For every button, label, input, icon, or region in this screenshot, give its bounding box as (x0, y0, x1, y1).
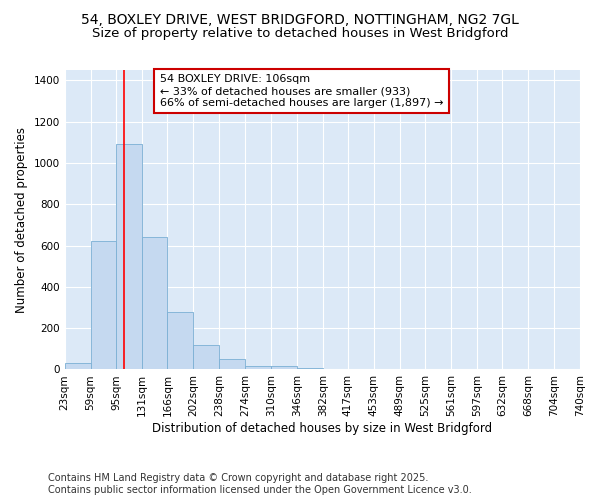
Bar (245, 366, 271, 370)
Bar (142, 238, 167, 370)
Text: 54 BOXLEY DRIVE: 106sqm
← 33% of detached houses are smaller (933)
66% of semi-d: 54 BOXLEY DRIVE: 106sqm ← 33% of detache… (160, 74, 443, 108)
Bar (219, 359, 245, 370)
X-axis label: Distribution of detached houses by size in West Bridgford: Distribution of detached houses by size … (152, 422, 493, 435)
Bar (297, 368, 323, 370)
Text: Size of property relative to detached houses in West Bridgford: Size of property relative to detached ho… (92, 28, 508, 40)
Bar (116, 144, 142, 370)
Bar (271, 366, 297, 370)
Bar (193, 344, 219, 370)
Y-axis label: Number of detached properties: Number of detached properties (15, 126, 28, 312)
Bar (91, 242, 116, 370)
Bar (167, 312, 193, 370)
Text: 54, BOXLEY DRIVE, WEST BRIDGFORD, NOTTINGHAM, NG2 7GL: 54, BOXLEY DRIVE, WEST BRIDGFORD, NOTTIN… (81, 12, 519, 26)
Text: Contains HM Land Registry data © Crown copyright and database right 2025.
Contai: Contains HM Land Registry data © Crown c… (48, 474, 472, 495)
Bar (65, 364, 91, 370)
